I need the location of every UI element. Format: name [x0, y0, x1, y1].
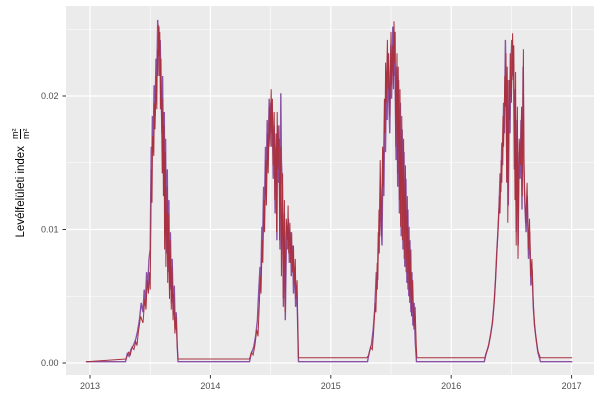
- x-tick-label: 2014: [200, 381, 220, 391]
- y-axis-title: Levélfelületi index m² m²: [2, 63, 40, 303]
- y-axis-title-fraction: m² m²: [9, 128, 32, 140]
- x-tick-label: 2017: [562, 381, 582, 391]
- x-tick-label: 2015: [321, 381, 341, 391]
- x-tick-label: 2013: [80, 381, 100, 391]
- y-axis-title-text: Levélfelületi index: [15, 146, 27, 238]
- x-tick-label: 2016: [441, 381, 461, 391]
- fraction-denominator: m²: [20, 128, 32, 140]
- y-tick-label: 0.01: [41, 225, 59, 235]
- fraction-numerator: m²: [9, 128, 20, 140]
- series-red-line: [85, 21, 573, 363]
- y-tick-label: 0.02: [41, 91, 59, 101]
- y-tick-label: 0.00: [41, 358, 59, 368]
